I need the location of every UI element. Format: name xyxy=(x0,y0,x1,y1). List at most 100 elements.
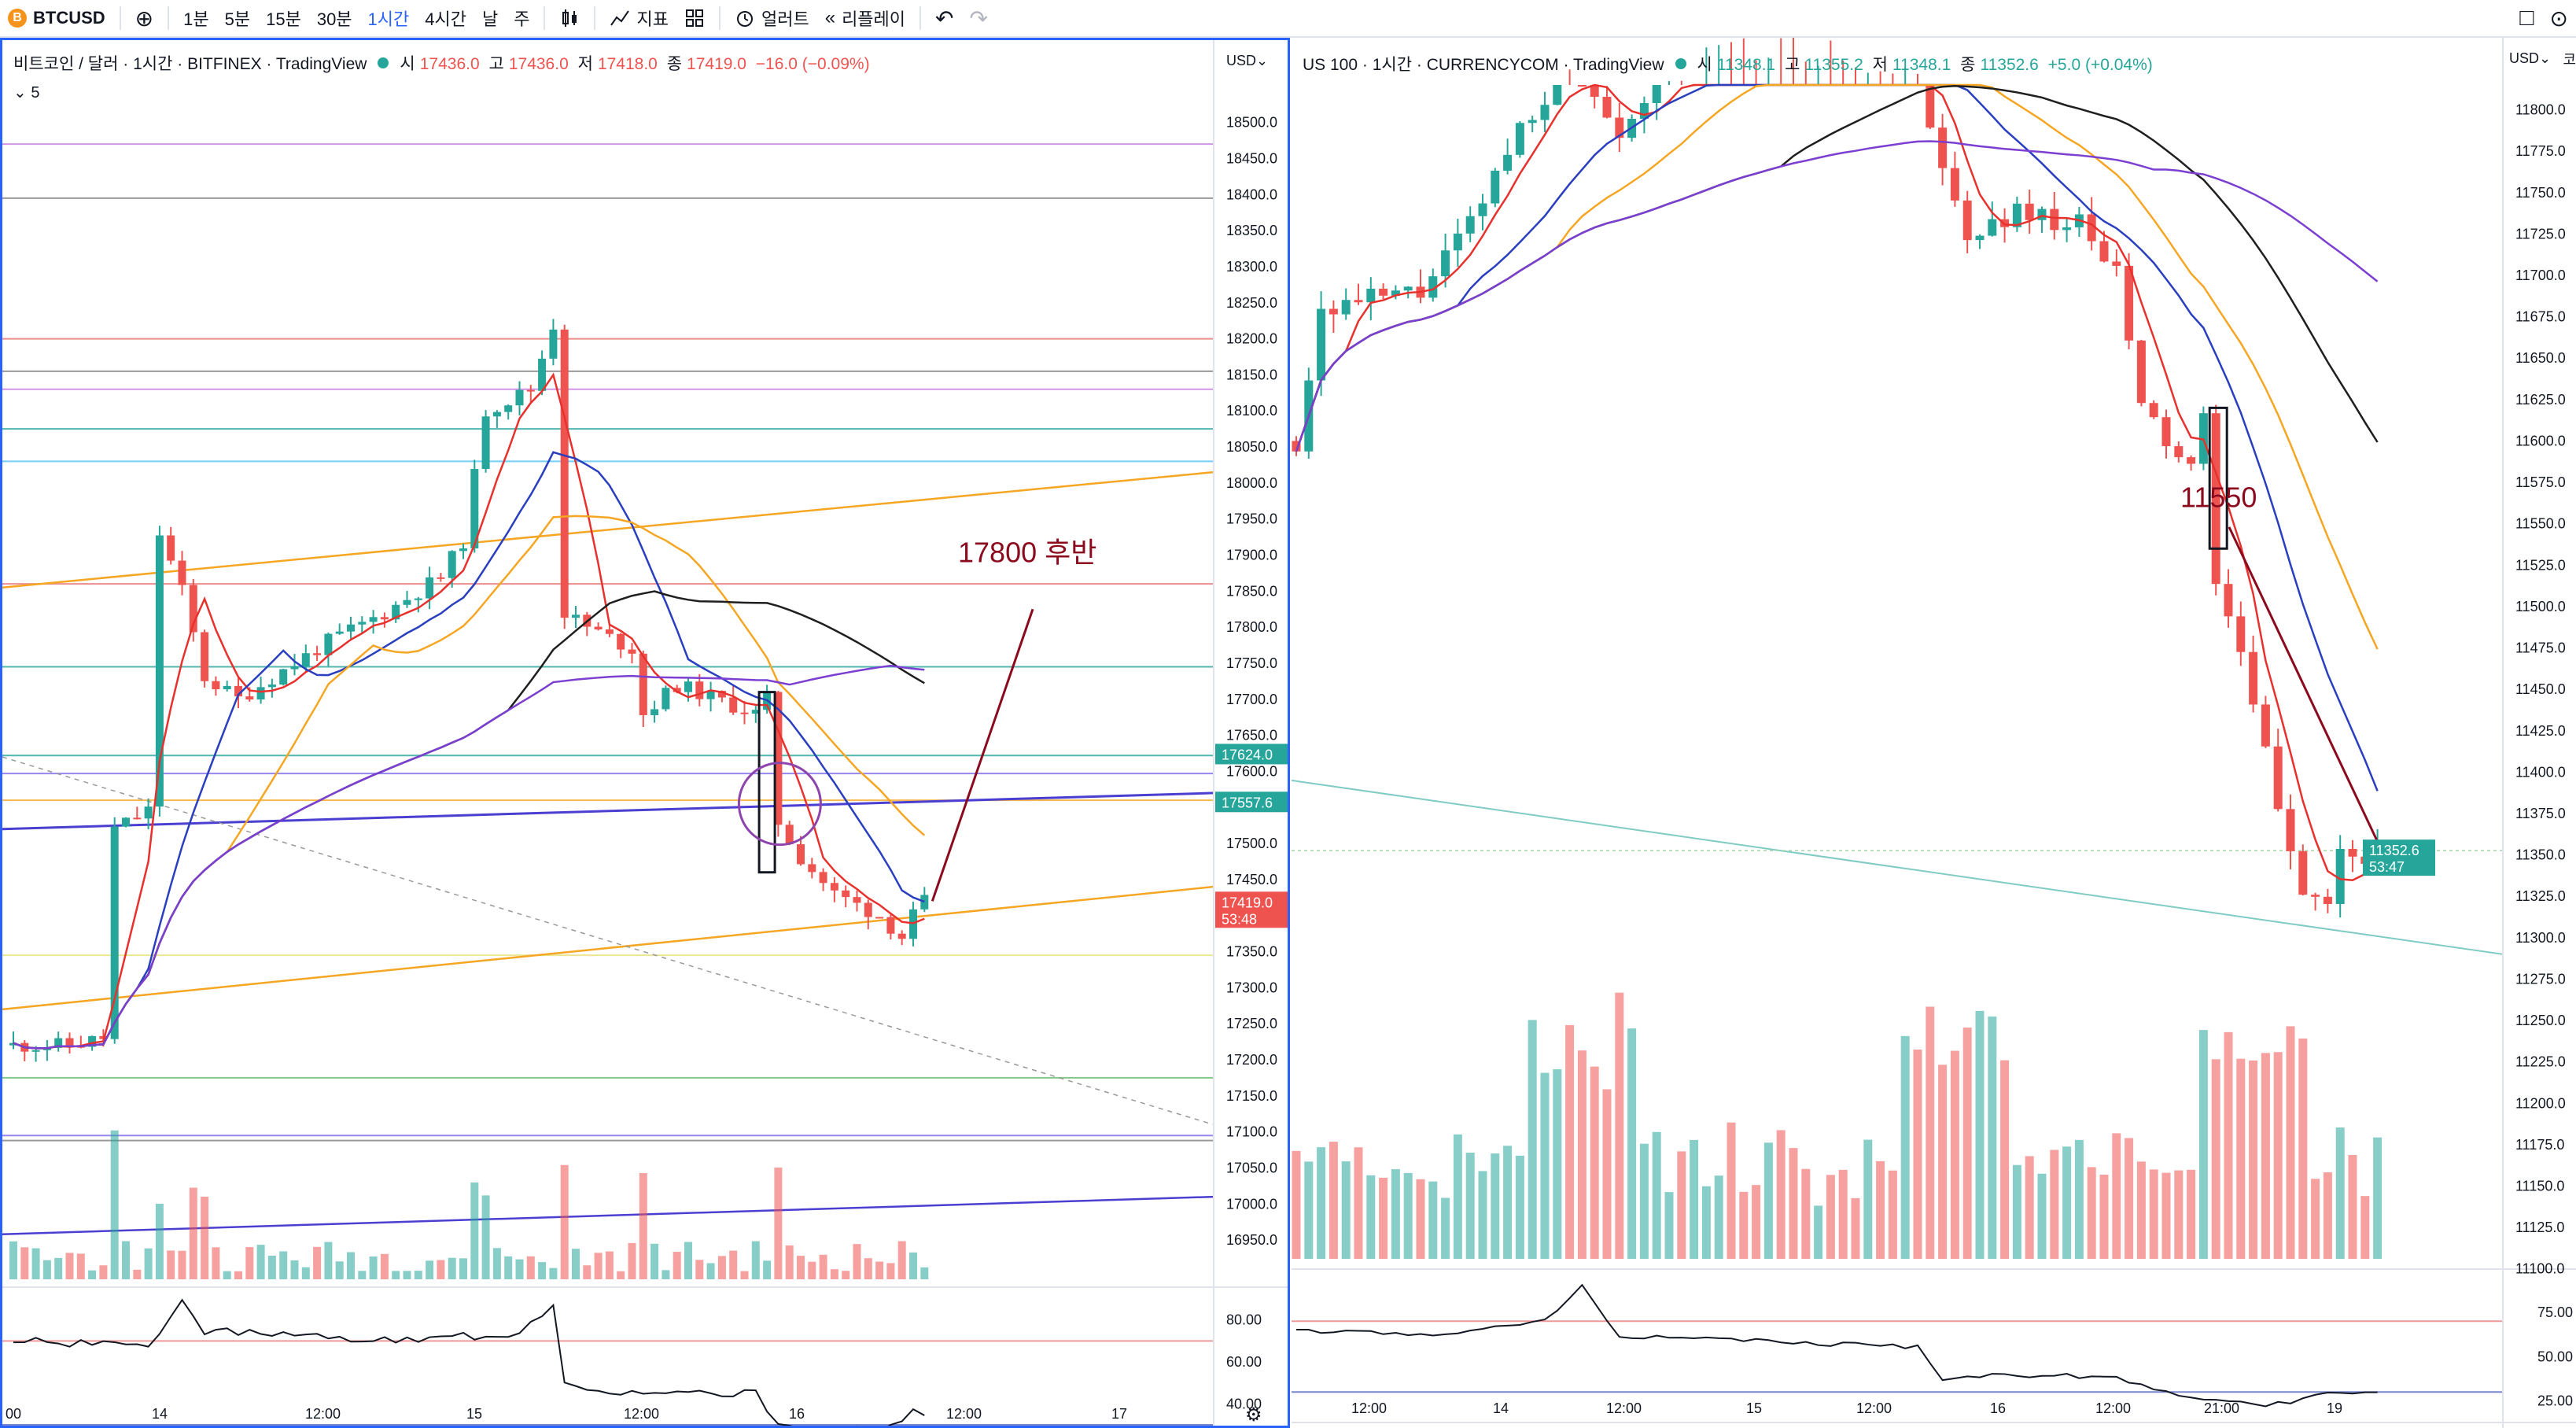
candle-body xyxy=(572,614,580,618)
volume-bar xyxy=(2286,1026,2295,1259)
price-tick-label: 11250.0 xyxy=(2515,1013,2566,1028)
time-tick-label: 12:00 xyxy=(624,1406,659,1422)
volume-bar xyxy=(492,1248,501,1279)
volume-bar xyxy=(110,1130,119,1279)
volume-bar xyxy=(2373,1137,2383,1259)
candle-body xyxy=(2273,746,2283,810)
camera-icon: ⊙ xyxy=(2549,6,2568,31)
symbol-search-button[interactable]: B BTCUSD xyxy=(0,0,113,36)
price-tick-label: 11475.0 xyxy=(2515,640,2566,656)
volume-bar xyxy=(201,1196,209,1279)
price-tick-label: 18050.0 xyxy=(1226,439,1277,455)
price-tick-label: 11575.0 xyxy=(2515,474,2566,490)
price-tick-label: 18000.0 xyxy=(1226,475,1277,491)
chart-pane-us100[interactable]: 11550 75.00 50.00 25.00 USD⌄ 11800.0 11775.0 11… xyxy=(1292,38,2576,1428)
volume-bar xyxy=(2211,1059,2220,1259)
candle-body xyxy=(201,632,209,681)
volume-bar xyxy=(897,1241,906,1279)
price-tick-label: 11200.0 xyxy=(2515,1095,2566,1111)
price-tick-label: 11150.0 xyxy=(2515,1179,2564,1194)
interval-5m[interactable]: 5분 xyxy=(224,9,251,29)
price-badge xyxy=(1215,744,1288,765)
price-tick-label: 11400.0 xyxy=(2515,764,2566,780)
price-tick-label: 11750.0 xyxy=(2515,185,2566,201)
price-tick-label: 18400.0 xyxy=(1226,186,1277,202)
candle-body xyxy=(751,710,760,714)
candle-body xyxy=(2125,265,2134,341)
volume-bar xyxy=(549,1267,558,1279)
interval-4h[interactable]: 4시간 xyxy=(425,9,466,29)
volume-bar xyxy=(380,1253,389,1279)
candle-body xyxy=(729,697,738,713)
volume-bar xyxy=(808,1261,816,1279)
volume-bar xyxy=(717,1256,726,1279)
volume-bar xyxy=(178,1250,186,1279)
volume-bar xyxy=(684,1242,692,1279)
candle-body xyxy=(1577,85,1587,87)
undo-button[interactable]: ↶ xyxy=(927,0,961,36)
trend-line xyxy=(2,470,1214,589)
volume-bar xyxy=(886,1263,895,1279)
price-badge-text: 17557.6 xyxy=(1222,795,1273,810)
interval-week[interactable]: 주 xyxy=(514,9,530,29)
snapshot-button[interactable]: ⊙ xyxy=(2542,0,2576,36)
layout-icon xyxy=(685,9,703,27)
volume-bar xyxy=(2224,1031,2233,1259)
candle-body xyxy=(650,709,659,715)
compare-add-button[interactable]: ⊕ xyxy=(127,0,161,36)
price-tick-label: 11525.0 xyxy=(2515,557,2566,573)
candle-body xyxy=(842,890,850,898)
volume-bar xyxy=(2335,1127,2345,1259)
price-tick-label: 11225.0 xyxy=(2515,1054,2566,1070)
candle-body xyxy=(1503,154,1513,172)
rsi-tick-label: 40.00 xyxy=(1226,1396,1262,1411)
candle-body xyxy=(1491,171,1500,204)
candle-body xyxy=(515,389,524,406)
volume-bar xyxy=(2187,1169,2196,1259)
settings-icon: ⚙ xyxy=(1245,1404,1262,1426)
volume-bar xyxy=(1950,1050,1959,1259)
interval-1h[interactable]: 1시간 xyxy=(367,9,410,29)
corner-label: 코 xyxy=(2563,52,2576,68)
volume-bar xyxy=(335,1261,344,1279)
candle-body xyxy=(313,653,322,655)
interval-30m[interactable]: 30분 xyxy=(316,9,352,29)
candle-body xyxy=(256,687,265,699)
interval-1m[interactable]: 1분 xyxy=(183,9,209,29)
candle-body xyxy=(504,405,513,412)
fullscreen-button[interactable]: □ xyxy=(2512,0,2541,36)
volume-bar xyxy=(1639,1143,1649,1259)
price-tick-label: 11450.0 xyxy=(2515,681,2566,697)
volume-bar xyxy=(2012,1164,2021,1259)
time-tick-label: 12:00 xyxy=(946,1406,982,1422)
volume-bar xyxy=(1403,1172,1413,1259)
interval-day[interactable]: 날 xyxy=(481,9,499,29)
indicators-toggle[interactable]: ⌄ 5 xyxy=(13,84,40,101)
alert-button[interactable]: 얼러트 xyxy=(727,0,817,36)
candle-body xyxy=(886,917,895,934)
chart-pane-btcusd[interactable]: 17800 후반 80.00 60.00 40.00 USD⌄ 18500.0 18450.… xyxy=(0,38,1290,1428)
annotation-text: 17800 후반 xyxy=(958,537,1096,569)
price-tick-label: 17500.0 xyxy=(1226,836,1277,851)
volume-bar xyxy=(1962,1028,1972,1259)
indicators-button[interactable]: 지표 xyxy=(602,0,676,36)
layout-button[interactable] xyxy=(676,0,713,36)
candle-body xyxy=(1540,105,1550,120)
volume-bar xyxy=(650,1243,659,1279)
candle-body xyxy=(1428,276,1438,298)
volume-bar xyxy=(1652,1131,1661,1259)
volume-bar xyxy=(1453,1134,1462,1259)
redo-button[interactable]: ↷ xyxy=(962,0,996,36)
ohlc-high: 11355.2 xyxy=(1804,56,1863,74)
chart-type-button[interactable] xyxy=(551,0,588,36)
volume-bar xyxy=(2000,1060,2010,1259)
volume-bar xyxy=(290,1260,299,1279)
price-tick-label: 11125.0 xyxy=(2515,1220,2564,1235)
candle-body xyxy=(1975,235,1985,241)
volume-bar xyxy=(797,1256,805,1279)
btcusd-chart-canvas[interactable]: 17800 후반 80.00 60.00 40.00 USD⌄ 18500.0 18450.… xyxy=(2,40,1288,1426)
volume-bar xyxy=(2273,1052,2283,1259)
interval-15m[interactable]: 15분 xyxy=(266,9,301,29)
replay-button[interactable]: « 리플레이 xyxy=(817,0,913,36)
us100-chart-canvas[interactable]: 11550 75.00 50.00 25.00 USD⌄ 11800.0 11775.0 11… xyxy=(1292,38,2576,1428)
